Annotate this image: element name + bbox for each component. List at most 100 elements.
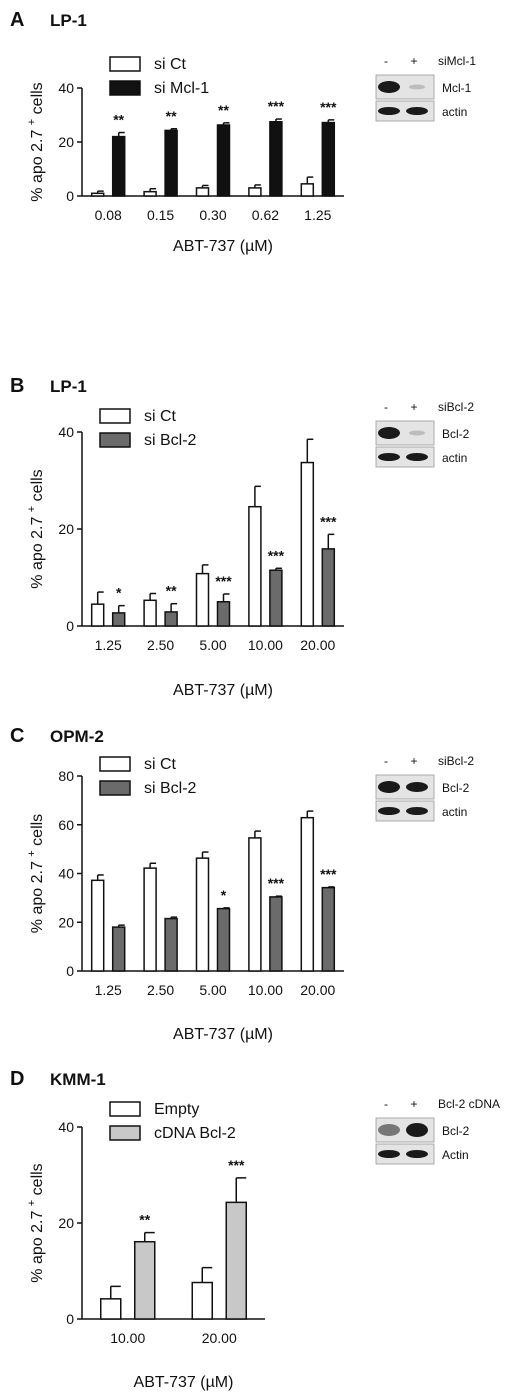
- significance-label: ***: [228, 1157, 245, 1173]
- x-tick-label: 0.62: [252, 207, 279, 223]
- bar-control: [100, 1298, 122, 1320]
- significance-label: **: [139, 1212, 150, 1228]
- legend-swatch: [109, 80, 141, 96]
- x-tick-label: 10.00: [248, 637, 283, 653]
- bar-treated: [111, 612, 126, 627]
- bar-treated: [269, 896, 283, 972]
- blot-band-faint: [409, 84, 425, 90]
- blot-band: [378, 453, 400, 461]
- significance-label: **: [218, 102, 229, 118]
- chart-title: KMM-1: [50, 1070, 106, 1089]
- blot-sign-minus: -: [384, 754, 388, 768]
- blot-band-label: actin: [442, 105, 467, 119]
- y-axis-title: % apo 2.7 + cells: [26, 814, 46, 933]
- blot-band-label: Actin: [442, 1148, 469, 1162]
- bar-control: [191, 1281, 213, 1320]
- legend-label: Empty: [154, 1101, 199, 1118]
- bar-treated: [321, 548, 336, 627]
- panel-letter: C: [10, 725, 24, 747]
- x-axis-title: ABT-737 (µM): [173, 1026, 273, 1043]
- blot-band-faint: [409, 430, 425, 436]
- bar-treated: [164, 917, 178, 972]
- blot-band-label: actin: [442, 805, 467, 819]
- x-tick-label: 1.25: [95, 637, 122, 653]
- blot-sign-plus: +: [410, 400, 417, 414]
- chart-title: OPM-2: [50, 727, 104, 746]
- x-axis-title: ABT-737 (µM): [173, 682, 273, 699]
- blot-band: [378, 81, 400, 93]
- blot-strip: [375, 1143, 435, 1165]
- blot-condition-label: Bcl-2 cDNA: [438, 1097, 500, 1111]
- blot-sign-minus: -: [384, 1097, 388, 1111]
- bar-treated: [321, 121, 336, 197]
- bar-control: [248, 505, 262, 627]
- bar-treated: [164, 611, 178, 627]
- bar-control: [248, 187, 262, 197]
- bar-treated: [164, 129, 178, 197]
- x-tick-label: 0.15: [147, 207, 174, 223]
- chart-panel-c: C OPM-2 0 20 40 60 80 % apo 2.7 + cells 1.25 2.50…: [10, 725, 474, 1043]
- legend-swatch: [99, 756, 131, 772]
- blot-band: [378, 1124, 400, 1136]
- bar-control: [300, 816, 315, 972]
- bar-control: [300, 461, 315, 627]
- bar-control: [195, 572, 210, 627]
- blot-band: [406, 453, 428, 461]
- y-axis-title: % apo 2.7 + cells: [26, 1163, 46, 1282]
- x-tick-label: 20.00: [202, 1330, 237, 1346]
- blot-band-label: Bcl-2: [442, 781, 470, 795]
- x-tick-label: 10.00: [110, 1330, 145, 1346]
- significance-label: *: [221, 887, 227, 903]
- blot-condition-label: siBcl-2: [438, 754, 474, 768]
- bar-control: [143, 599, 157, 627]
- y-tick-label: 20: [58, 521, 74, 537]
- x-tick-label: 5.00: [199, 982, 226, 998]
- y-tick-label: 40: [58, 1119, 74, 1135]
- blot-band: [406, 782, 428, 792]
- bar-control: [195, 857, 210, 972]
- bar-treated: [134, 1240, 156, 1320]
- blot-band: [406, 1123, 428, 1137]
- blot-band-label: Mcl-1: [442, 81, 472, 95]
- significance-label: ***: [268, 875, 285, 891]
- x-tick-label: 20.00: [300, 637, 335, 653]
- bar-control: [248, 837, 262, 972]
- x-tick-label: 1.25: [95, 982, 122, 998]
- blot-band-label: Bcl-2: [442, 427, 470, 441]
- y-tick-label: 40: [58, 866, 74, 882]
- x-axis-title: ABT-737 (µM): [173, 238, 273, 255]
- significance-label: **: [166, 108, 177, 124]
- significance-label: ***: [320, 99, 337, 115]
- chart-panel-b: B LP-1 0 20 40 % apo 2.7 + cells * 1.25 ** 2.50 **…: [10, 375, 474, 699]
- chart-panel-d: D KMM-1 0 20 40 % apo 2.7 + cells ** 10.00 *** 20…: [10, 1068, 500, 1391]
- legend-swatch: [109, 56, 141, 72]
- y-tick-label: 40: [58, 80, 74, 96]
- legend-label: si Ct: [144, 408, 177, 425]
- panel-letter: D: [10, 1068, 24, 1090]
- legend-label: si Bcl-2: [144, 432, 197, 449]
- y-axis-title: % apo 2.7 + cells: [26, 82, 46, 201]
- blot-sign-minus: -: [384, 400, 388, 414]
- blot-strip: [375, 100, 435, 122]
- x-tick-label: 20.00: [300, 982, 335, 998]
- y-tick-label: 20: [58, 134, 74, 150]
- x-tick-label: 5.00: [199, 637, 226, 653]
- x-tick-label: 2.50: [147, 637, 174, 653]
- y-tick-label: 80: [58, 768, 74, 784]
- bar-control: [90, 603, 105, 627]
- bar-treated: [216, 124, 231, 197]
- blot-sign-minus: -: [384, 54, 388, 68]
- blot-sign-plus: +: [410, 754, 417, 768]
- significance-label: **: [113, 112, 124, 128]
- panel-letter: A: [10, 9, 24, 31]
- x-axis-title: ABT-737 (µM): [134, 1374, 234, 1391]
- bar-treated: [216, 907, 231, 972]
- blot-band-label: actin: [442, 451, 467, 465]
- bar-control: [90, 192, 105, 197]
- blot-strip: [375, 800, 435, 822]
- bar-treated: [225, 1201, 247, 1320]
- significance-label: ***: [320, 513, 337, 529]
- significance-label: ***: [268, 98, 285, 114]
- bar-control: [143, 190, 157, 197]
